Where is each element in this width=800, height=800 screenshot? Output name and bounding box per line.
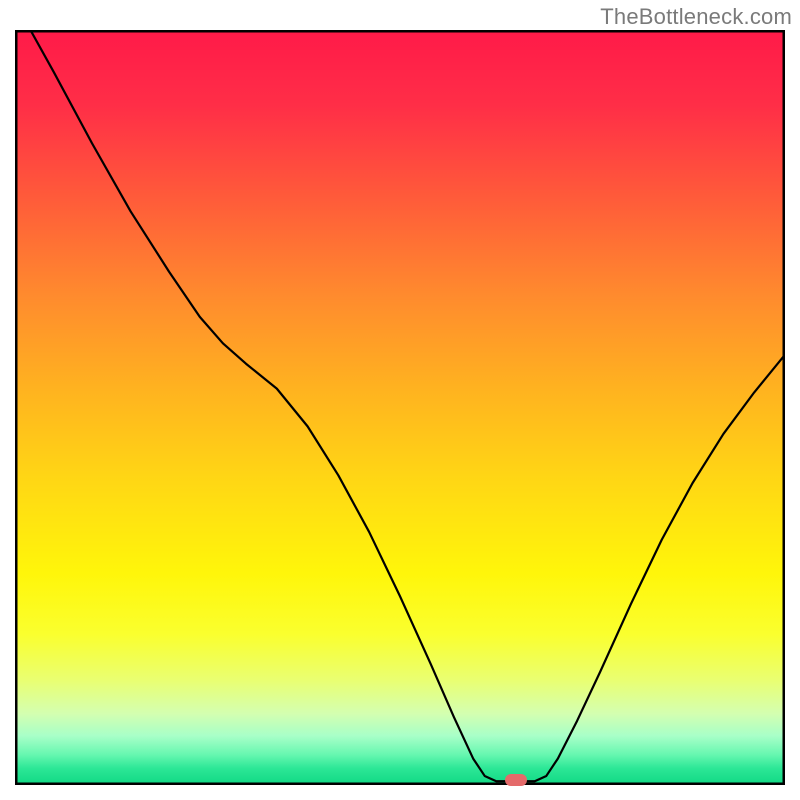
minimum-marker — [505, 774, 527, 786]
plot-svg — [15, 30, 785, 785]
gradient-fill — [15, 30, 785, 785]
watermark-text: TheBottleneck.com — [600, 4, 792, 30]
chart-frame: TheBottleneck.com — [0, 0, 800, 800]
plot-area — [15, 30, 785, 785]
